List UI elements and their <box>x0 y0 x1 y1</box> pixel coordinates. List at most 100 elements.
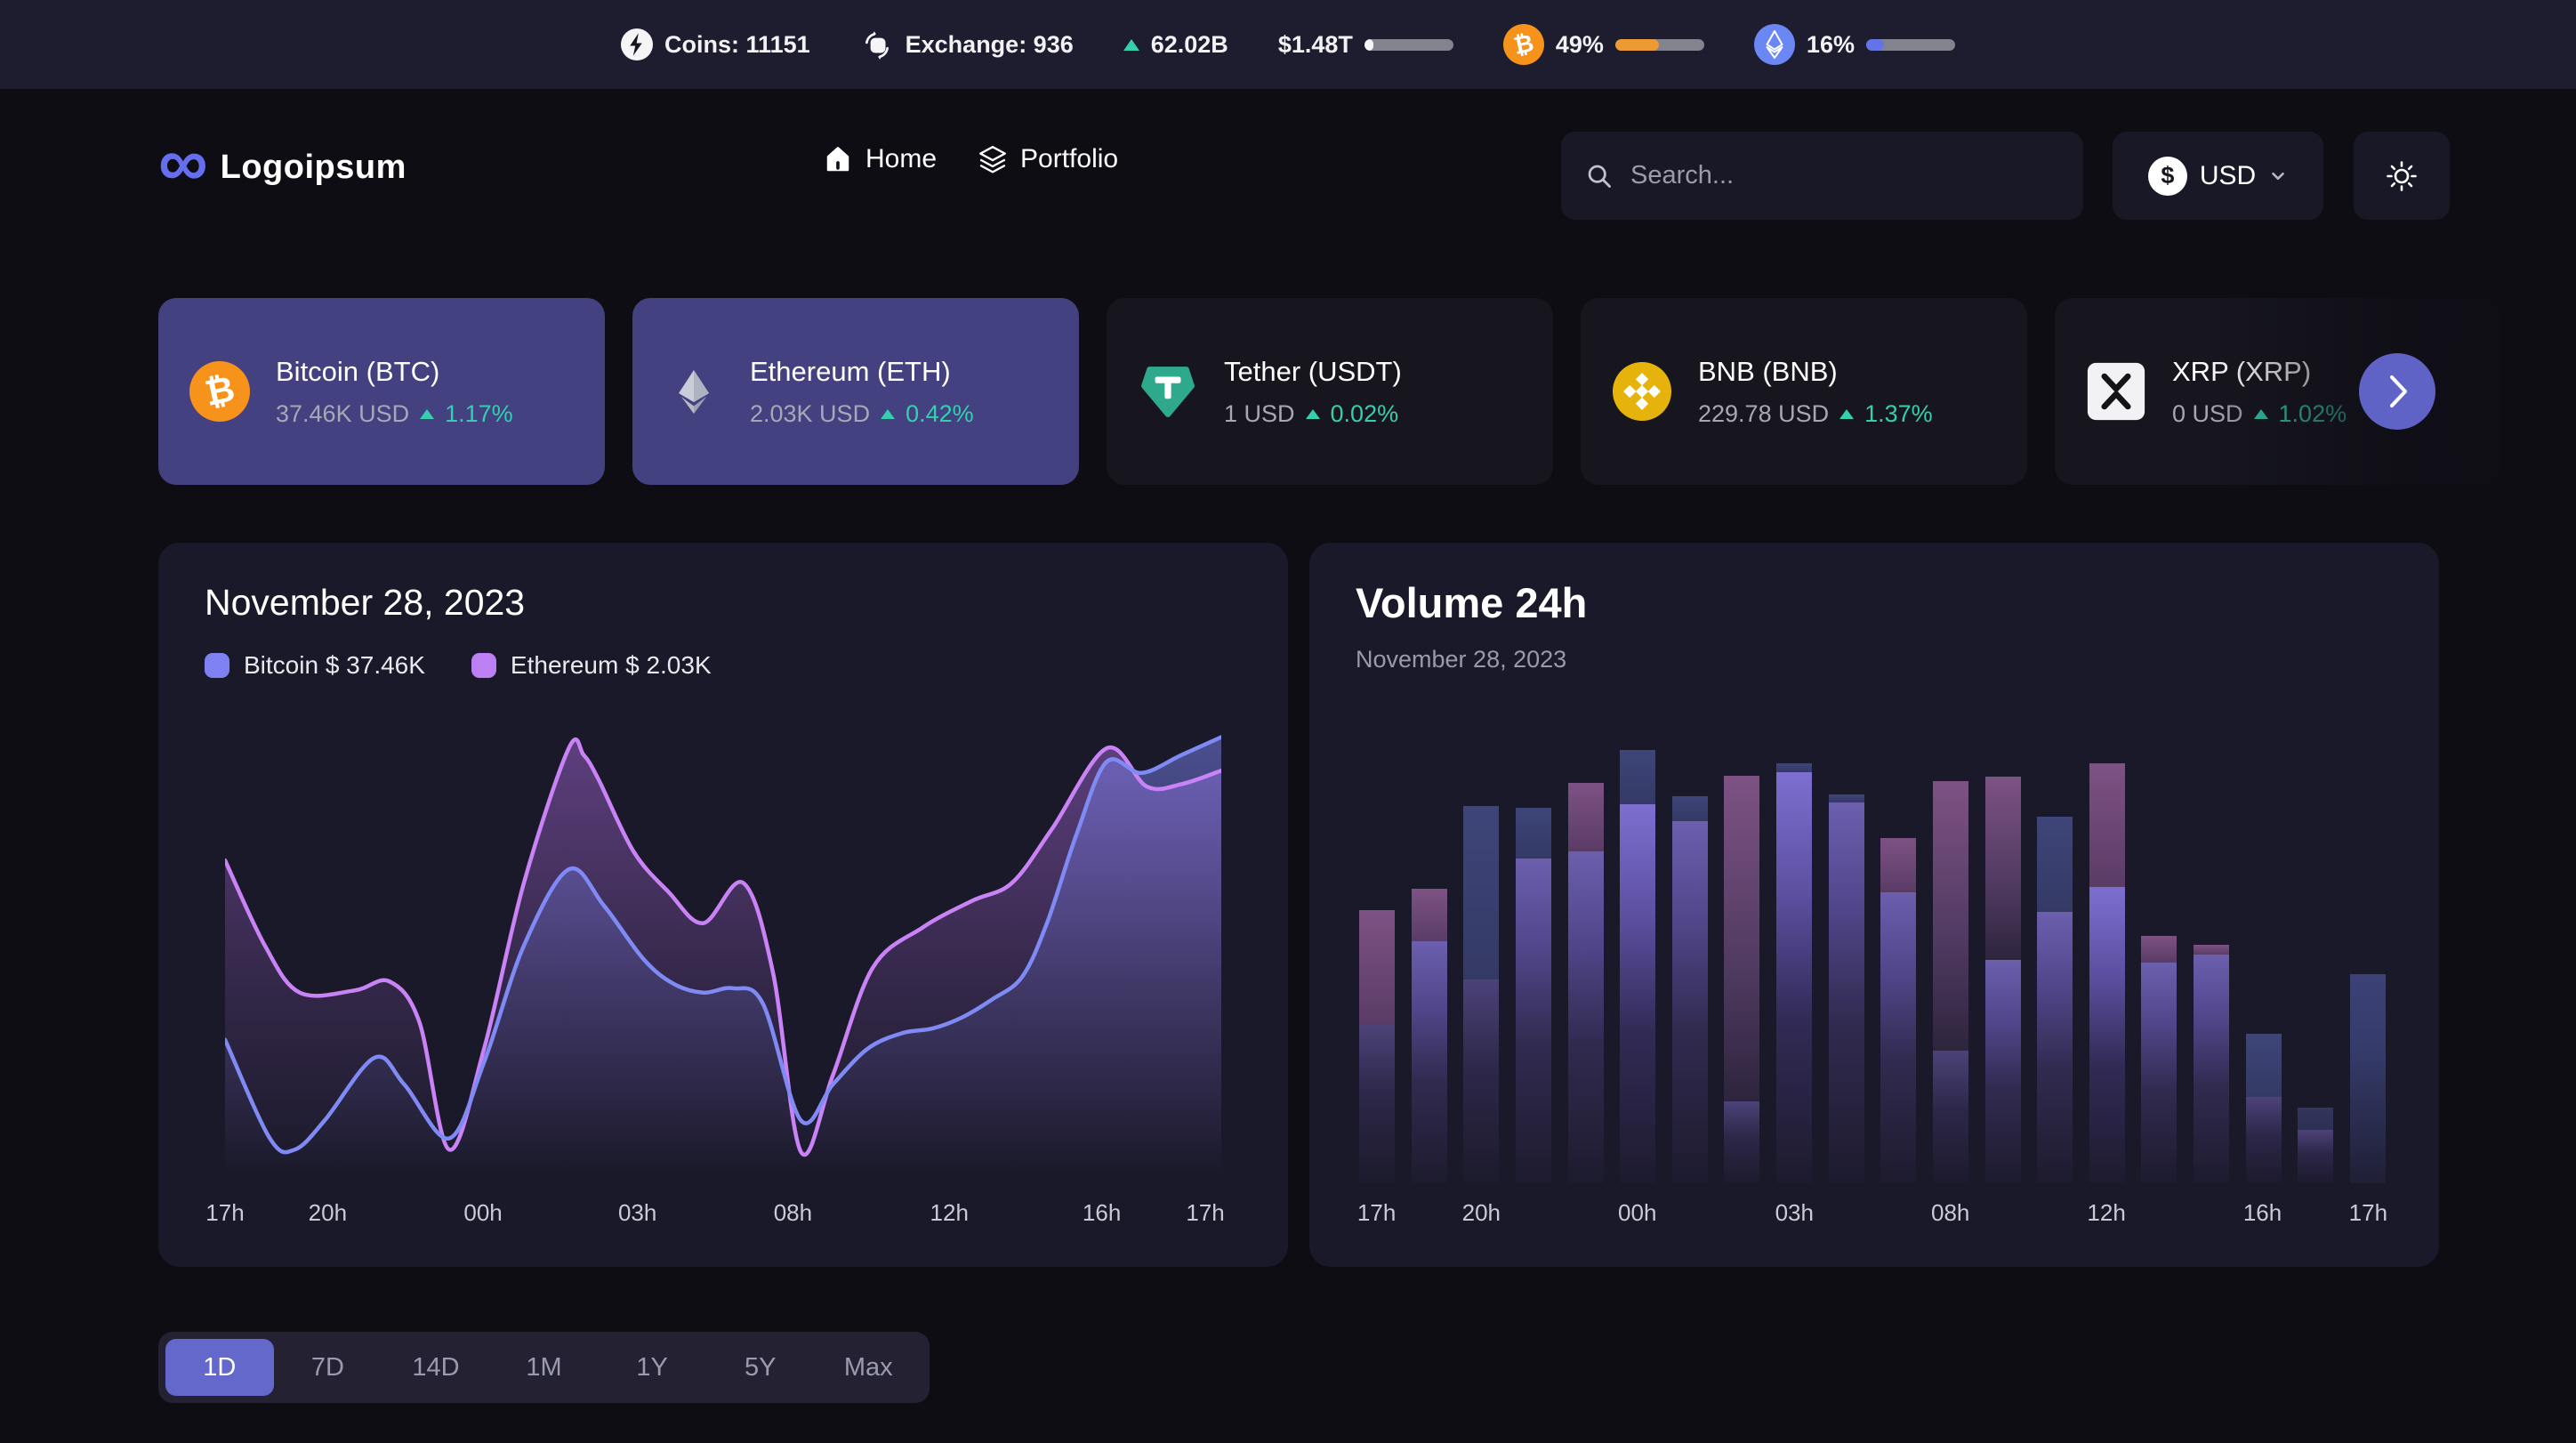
card-coin-name: Tether (USDT) <box>1224 355 1402 387</box>
volume-bar-body <box>1724 1101 1760 1183</box>
stat-coins: Coins: 11151 <box>621 28 810 60</box>
volume-bar[interactable] <box>1359 910 1395 1183</box>
x-axis-label: 00h <box>1618 1199 1657 1226</box>
search-icon <box>1588 165 1611 188</box>
volume-bar[interactable] <box>1567 783 1604 1183</box>
search-input[interactable] <box>1629 160 2058 191</box>
marketcap-progress <box>1364 38 1453 51</box>
currency-selector[interactable]: $ USD <box>2113 132 2323 220</box>
search-box[interactable] <box>1561 132 2083 220</box>
volume-bar-body <box>2245 1096 2282 1183</box>
range-button-1m[interactable]: 1M <box>490 1339 599 1396</box>
volume-bar[interactable] <box>2349 973 2386 1183</box>
nav-home-label: Home <box>865 144 938 173</box>
volume-bar-cap <box>2194 945 2229 955</box>
volume-bar-cap <box>1671 796 1708 822</box>
volume-bar-cap <box>1463 806 1500 980</box>
marketcap-value: $1.48T <box>1277 30 1353 58</box>
price-chart-panel: November 28, 2023 Bitcoin $ 37.46K Ether… <box>158 543 1288 1267</box>
volume-bar[interactable] <box>2245 1034 2282 1183</box>
volume-chart-subtitle: November 28, 2023 <box>1356 646 1567 673</box>
volume-bar[interactable] <box>2141 935 2178 1183</box>
card-coin-name: XRP (XRP) <box>2172 355 2312 387</box>
volume-bar[interactable] <box>1776 763 1812 1183</box>
bitcoin-line <box>225 735 1221 1155</box>
bitcoin-swatch <box>205 653 229 678</box>
volume-bar[interactable] <box>1671 796 1708 1183</box>
logo-infinity-icon: ∞ <box>158 123 208 201</box>
nav-item-home[interactable]: Home <box>823 144 937 174</box>
logo[interactable]: ∞ Logoipsum <box>158 127 407 197</box>
volume-bar[interactable] <box>2298 1107 2334 1183</box>
volume-bar-cap <box>1359 910 1395 1026</box>
volume-bar-body <box>1620 803 1656 1183</box>
volume-bar-cap <box>2037 817 2073 913</box>
volume-bar-chart[interactable] <box>1359 750 2386 1183</box>
x-axis-label: 03h <box>1775 1199 1814 1226</box>
volume-bar-cap <box>1932 781 1968 1051</box>
card-bitcoin[interactable]: ₿ Bitcoin (BTC) 37.46K USD 1.17% <box>158 298 605 485</box>
up-triangle-icon <box>881 408 896 419</box>
x-axis-label: 17h <box>1186 1199 1225 1226</box>
ethereum-icon <box>663 367 725 416</box>
volume-bar-body <box>1411 941 1447 1183</box>
volume-bar[interactable] <box>1828 794 1864 1183</box>
exchange-count: Exchange: 936 <box>905 30 1074 58</box>
main-nav: Home Portfolio <box>823 144 1118 174</box>
volume-bar[interactable] <box>1880 837 1917 1183</box>
ethereum-line <box>225 738 1221 1157</box>
theme-toggle-button[interactable] <box>2354 132 2450 220</box>
range-button-1d[interactable]: 1D <box>165 1339 274 1396</box>
volume-bar-body <box>1880 891 1917 1183</box>
volume-bar[interactable] <box>1463 806 1500 1183</box>
card-coin-change: 1.37% <box>1864 399 1933 427</box>
volume-chart-title: Volume 24h <box>1356 579 1588 626</box>
volume-bar[interactable] <box>2037 817 2073 1183</box>
bitcoin-icon: ₿ <box>189 361 251 422</box>
volume-bar[interactable] <box>1932 781 1968 1183</box>
time-range-selector: 1D 7D 14D 1M 1Y 5Y Max <box>158 1332 930 1403</box>
volume-bar[interactable] <box>2194 945 2229 1183</box>
volume-bar[interactable] <box>1724 776 1760 1183</box>
price-area-chart[interactable] <box>225 735 1221 1183</box>
range-button-5y[interactable]: 5Y <box>706 1339 815 1396</box>
range-button-7d[interactable]: 7D <box>274 1339 382 1396</box>
eth-dominance-value: 16% <box>1806 30 1855 58</box>
range-button-1y[interactable]: 1Y <box>598 1339 706 1396</box>
currency-value: USD <box>2199 160 2257 190</box>
bnb-icon <box>1611 362 1673 421</box>
up-triangle-icon <box>1839 408 1855 419</box>
up-triangle-icon <box>2253 408 2268 419</box>
volume-bar[interactable] <box>1515 808 1551 1183</box>
nav-item-portfolio[interactable]: Portfolio <box>978 144 1118 174</box>
coins-count: Coins: 11151 <box>664 30 810 58</box>
range-button-14d[interactable]: 14D <box>382 1339 490 1396</box>
card-ethereum[interactable]: Ethereum (ETH) 2.03K USD 0.42% <box>632 298 1079 485</box>
volume-bar-body <box>1359 1025 1395 1183</box>
dollar-icon: $ <box>2147 156 2187 196</box>
tether-icon <box>1137 364 1199 419</box>
volume-bar-cap <box>1620 750 1656 804</box>
volume-bar[interactable] <box>1984 777 2021 1183</box>
stat-btc-dominance: ₿ 49% <box>1502 24 1704 65</box>
volume-x-axis: 17h 20h 00h 03h 08h 12h 16h 17h <box>1356 1199 2387 1229</box>
x-axis-label: 17h <box>1356 1199 1397 1226</box>
x-axis-label: 16h <box>2242 1199 2282 1226</box>
legend-item-bitcoin: Bitcoin $ 37.46K <box>205 651 425 680</box>
card-coin-price: 0 USD <box>2172 399 2243 427</box>
volume-bar-body <box>1671 821 1708 1183</box>
range-button-max[interactable]: Max <box>814 1339 922 1396</box>
volume-bar-body <box>1515 859 1551 1183</box>
volume-bar-cap <box>1984 777 2021 960</box>
volume-bar[interactable] <box>1620 750 1656 1183</box>
volume-bar[interactable] <box>1411 888 1447 1183</box>
volume-bar[interactable] <box>2089 763 2125 1183</box>
cards-next-button[interactable] <box>2359 353 2435 430</box>
home-icon <box>826 147 849 172</box>
stat-exchange: Exchange: 936 <box>860 28 1074 61</box>
card-tether[interactable]: Tether (USDT) 1 USD 0.02% <box>1107 298 1553 485</box>
card-bnb[interactable]: BNB (BNB) 229.78 USD 1.37% <box>1581 298 2027 485</box>
legend-item-ethereum: Ethereum $ 2.03K <box>471 651 712 680</box>
volume-bar-cap <box>2245 1034 2282 1097</box>
